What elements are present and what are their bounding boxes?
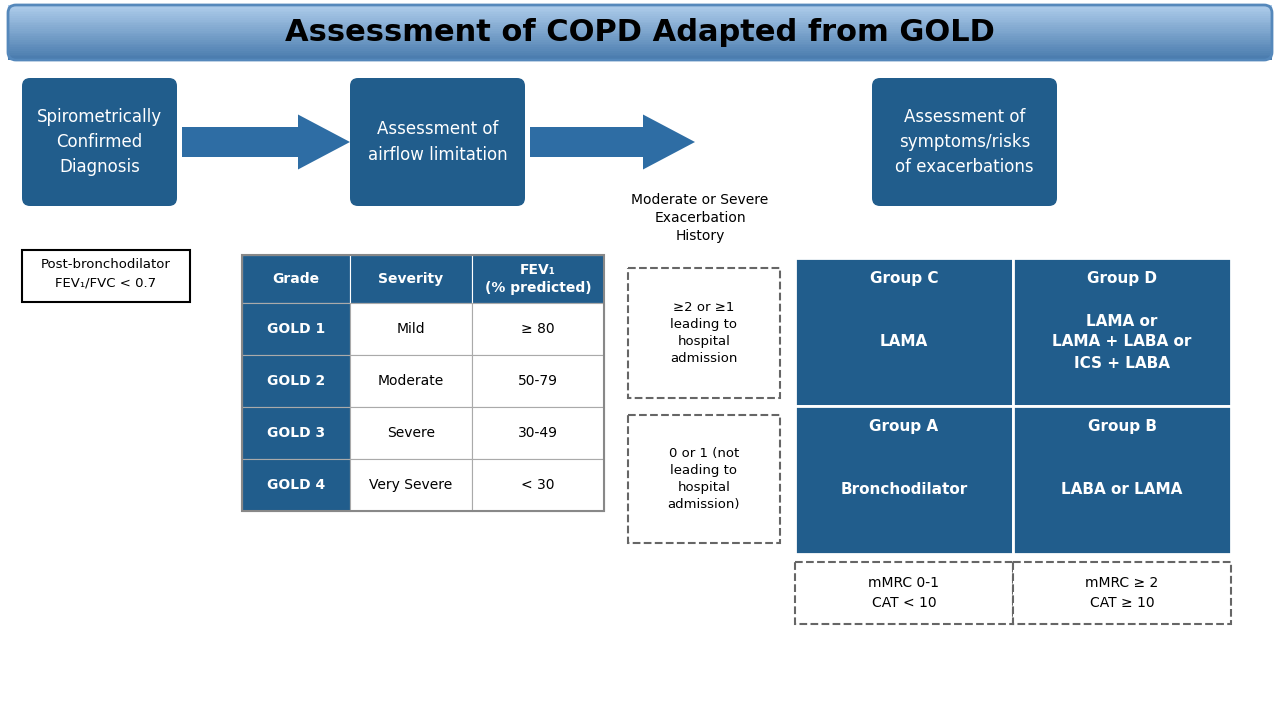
Bar xyxy=(242,459,349,511)
Text: Group C: Group C xyxy=(869,271,938,286)
Text: Mild: Mild xyxy=(397,322,425,336)
Text: < 30: < 30 xyxy=(521,478,554,492)
Bar xyxy=(8,22,1272,24)
Bar xyxy=(8,49,1272,51)
Bar xyxy=(349,407,472,459)
Text: Severity: Severity xyxy=(379,272,444,286)
Text: Group D: Group D xyxy=(1087,271,1157,286)
Bar xyxy=(795,406,1012,554)
Polygon shape xyxy=(298,114,349,169)
Bar xyxy=(8,23,1272,26)
Bar xyxy=(472,255,604,303)
Text: GOLD 2: GOLD 2 xyxy=(266,374,325,388)
Bar xyxy=(8,53,1272,55)
Bar xyxy=(1012,562,1231,624)
Text: Assessment of
airflow limitation: Assessment of airflow limitation xyxy=(367,120,507,164)
Text: Moderate: Moderate xyxy=(378,374,444,388)
Bar xyxy=(349,459,472,511)
Text: 0 or 1 (not
leading to
hospital
admission): 0 or 1 (not leading to hospital admissio… xyxy=(668,447,740,511)
Bar xyxy=(8,6,1272,9)
Bar xyxy=(8,58,1272,60)
FancyBboxPatch shape xyxy=(872,78,1057,206)
Bar xyxy=(182,127,298,157)
Bar xyxy=(8,45,1272,48)
Bar xyxy=(8,18,1272,20)
Text: Post-bronchodilator: Post-bronchodilator xyxy=(41,258,172,271)
Text: GOLD 1: GOLD 1 xyxy=(266,322,325,336)
Bar xyxy=(8,51,1272,53)
Text: FEV₁/FVC < 0.7: FEV₁/FVC < 0.7 xyxy=(55,276,156,289)
Text: ≥2 or ≥1
leading to
hospital
admission: ≥2 or ≥1 leading to hospital admission xyxy=(671,301,737,365)
Bar xyxy=(8,38,1272,40)
Text: GOLD 4: GOLD 4 xyxy=(266,478,325,492)
Text: Assessment of COPD Adapted from GOLD: Assessment of COPD Adapted from GOLD xyxy=(285,18,995,47)
Text: FEV₁
(% predicted): FEV₁ (% predicted) xyxy=(485,264,591,294)
Bar xyxy=(8,25,1272,27)
Text: Spirometrically
Confirmed
Diagnosis: Spirometrically Confirmed Diagnosis xyxy=(37,108,163,176)
Text: Assessment of
symptoms/risks
of exacerbations: Assessment of symptoms/risks of exacerba… xyxy=(895,108,1034,176)
FancyBboxPatch shape xyxy=(22,78,177,206)
Bar xyxy=(8,40,1272,42)
FancyBboxPatch shape xyxy=(349,78,525,206)
Text: LABA or LAMA: LABA or LAMA xyxy=(1061,482,1183,498)
Text: GOLD 3: GOLD 3 xyxy=(268,426,325,440)
Text: Very Severe: Very Severe xyxy=(370,478,453,492)
Bar xyxy=(349,355,472,407)
Bar xyxy=(242,303,349,355)
Bar xyxy=(8,12,1272,14)
Bar xyxy=(8,35,1272,37)
Bar xyxy=(8,55,1272,57)
Bar xyxy=(795,562,1012,624)
Bar xyxy=(628,268,780,398)
Text: Moderate or Severe
Exacerbation
History: Moderate or Severe Exacerbation History xyxy=(631,192,768,243)
Text: LAMA: LAMA xyxy=(879,335,928,349)
Bar xyxy=(349,303,472,355)
Bar xyxy=(8,36,1272,38)
Bar xyxy=(8,14,1272,17)
Bar xyxy=(472,355,604,407)
Text: Grade: Grade xyxy=(273,272,320,286)
Text: 50-79: 50-79 xyxy=(518,374,558,388)
Bar xyxy=(242,255,604,511)
Polygon shape xyxy=(643,114,695,169)
Bar xyxy=(8,31,1272,33)
Bar xyxy=(8,19,1272,22)
Text: Group A: Group A xyxy=(869,418,938,433)
Text: Severe: Severe xyxy=(387,426,435,440)
Bar xyxy=(628,415,780,543)
Bar xyxy=(242,255,349,303)
Bar xyxy=(242,355,349,407)
Bar xyxy=(8,9,1272,11)
Text: mMRC ≥ 2
CAT ≥ 10: mMRC ≥ 2 CAT ≥ 10 xyxy=(1085,576,1158,610)
Bar xyxy=(8,42,1272,44)
Bar xyxy=(8,48,1272,50)
Text: mMRC 0-1
CAT < 10: mMRC 0-1 CAT < 10 xyxy=(869,576,940,610)
Text: ≥ 80: ≥ 80 xyxy=(521,322,554,336)
Bar xyxy=(530,127,643,157)
Text: LAMA or
LAMA + LABA or
ICS + LABA: LAMA or LAMA + LABA or ICS + LABA xyxy=(1052,313,1192,371)
Bar xyxy=(1012,406,1231,554)
Bar xyxy=(472,459,604,511)
Bar xyxy=(8,29,1272,31)
Text: Bronchodilator: Bronchodilator xyxy=(841,482,968,498)
Bar xyxy=(472,407,604,459)
Bar xyxy=(8,11,1272,13)
Bar xyxy=(8,32,1272,35)
Bar xyxy=(22,250,189,302)
Text: 30-49: 30-49 xyxy=(518,426,558,440)
Bar xyxy=(795,258,1012,406)
Bar xyxy=(1012,258,1231,406)
Text: Group B: Group B xyxy=(1088,418,1157,433)
Bar xyxy=(8,27,1272,30)
Bar xyxy=(472,303,604,355)
Bar xyxy=(242,407,349,459)
Bar xyxy=(349,255,472,303)
Bar xyxy=(8,56,1272,58)
Bar xyxy=(8,16,1272,18)
Bar xyxy=(8,5,1272,7)
Bar xyxy=(8,43,1272,46)
